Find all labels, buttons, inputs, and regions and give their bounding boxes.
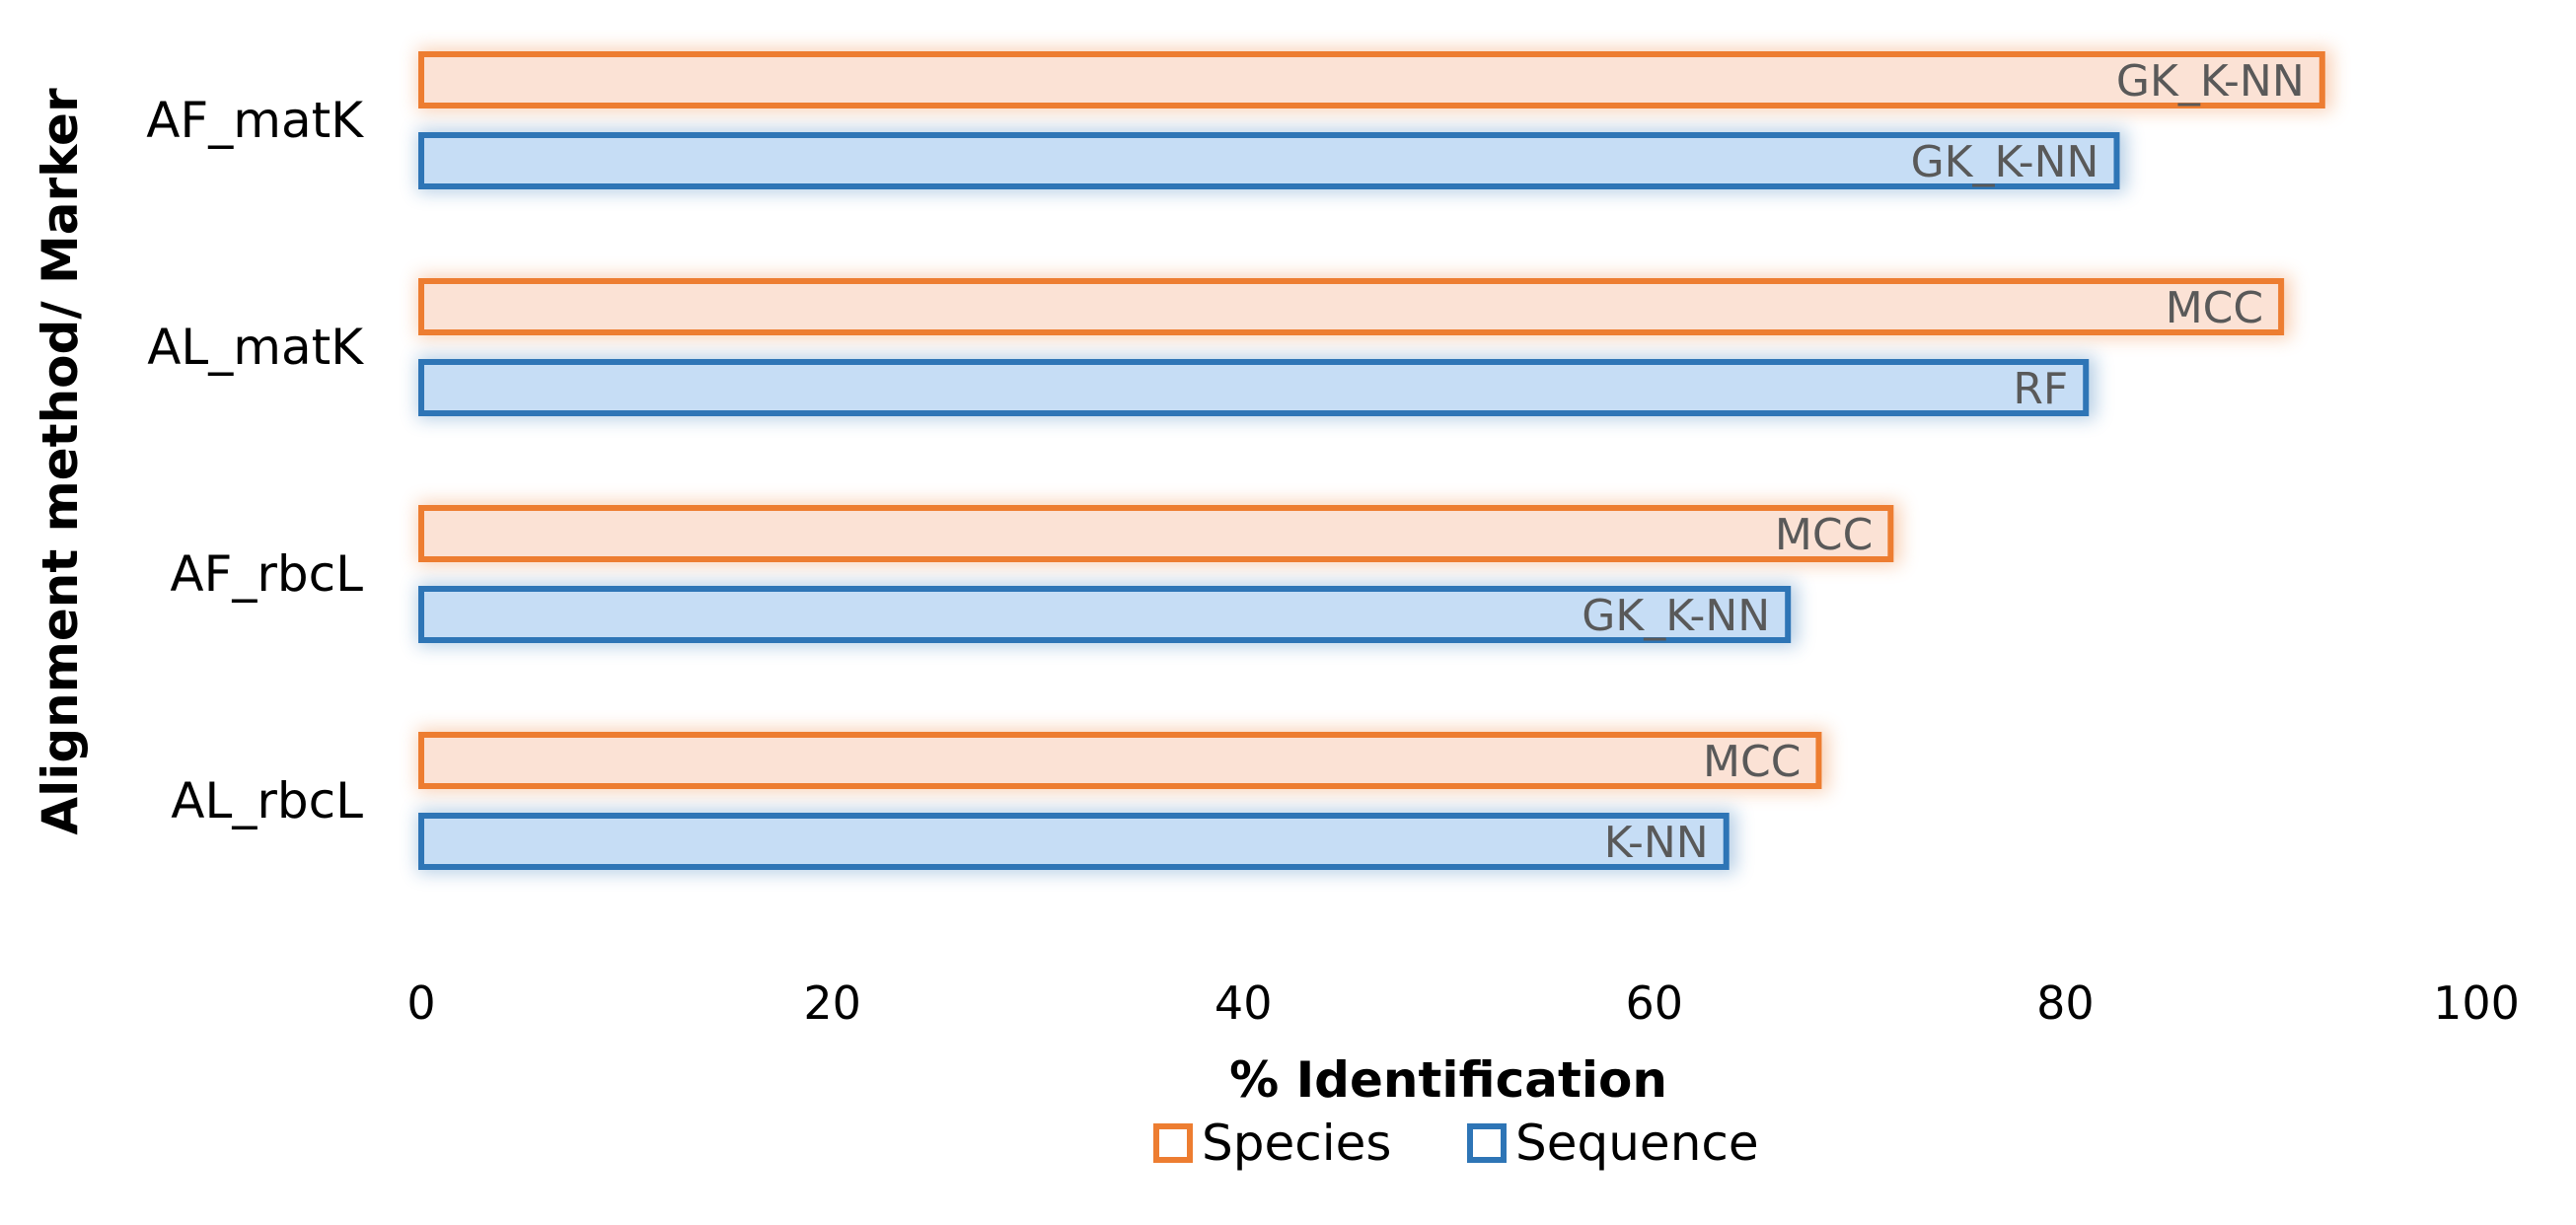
y-axis-title: Alignment method/ Marker bbox=[32, 88, 89, 835]
bar-sequence-af-matk bbox=[418, 132, 2120, 189]
data-label-sequence-af-matk: GK_K-NN bbox=[1911, 137, 2099, 187]
bar-species-al-matk bbox=[418, 278, 2285, 335]
category-labels-layer: AF_matK AL_matK AF_rbcL AL_rbcL bbox=[146, 92, 364, 829]
x-axis-title: % Identification bbox=[1229, 1051, 1667, 1109]
bar-sequence-al-rbcl bbox=[418, 813, 1730, 870]
x-tick-labels-layer: 0 20 40 60 80 100 bbox=[406, 976, 2520, 1030]
data-label-species-af-matk: GK_K-NN bbox=[2116, 56, 2305, 107]
legend-label-species: Species bbox=[1202, 1115, 1391, 1172]
data-label-species-al-rbcl: MCC bbox=[1703, 737, 1801, 787]
data-label-species-al-matk: MCC bbox=[2166, 283, 2263, 333]
legend: Species Sequence bbox=[1153, 1115, 1759, 1172]
bar-species-af-rbcl bbox=[418, 505, 1894, 562]
x-tick-label-100: 100 bbox=[2433, 976, 2520, 1030]
legend-swatch-sequence bbox=[1467, 1123, 1507, 1163]
x-tick-label-0: 0 bbox=[406, 976, 435, 1030]
category-label-af-matk: AF_matK bbox=[146, 92, 364, 149]
legend-swatch-species bbox=[1153, 1123, 1193, 1163]
category-label-af-rbcl: AF_rbcL bbox=[170, 545, 363, 603]
bars-layer bbox=[417, 48, 2332, 873]
data-label-species-af-rbcl: MCC bbox=[1775, 510, 1873, 560]
data-label-sequence-al-matk: RF bbox=[2013, 364, 2068, 414]
x-tick-label-40: 40 bbox=[1214, 976, 1273, 1030]
x-tick-label-60: 60 bbox=[1626, 976, 1684, 1030]
bar-sequence-af-rbcl bbox=[418, 586, 1792, 643]
legend-label-sequence: Sequence bbox=[1515, 1115, 1759, 1172]
data-label-sequence-al-rbcl: K-NN bbox=[1604, 818, 1709, 868]
bar-species-af-matk bbox=[418, 51, 2325, 108]
bar-species-al-rbcl bbox=[418, 732, 1822, 789]
data-label-sequence-af-rbcl: GK_K-NN bbox=[1582, 591, 1770, 641]
x-tick-label-80: 80 bbox=[2036, 976, 2095, 1030]
x-tick-label-20: 20 bbox=[803, 976, 861, 1030]
bar-sequence-al-matk bbox=[418, 359, 2090, 416]
category-label-al-matk: AL_matK bbox=[147, 319, 364, 376]
category-label-al-rbcl: AL_rbcL bbox=[171, 772, 363, 829]
